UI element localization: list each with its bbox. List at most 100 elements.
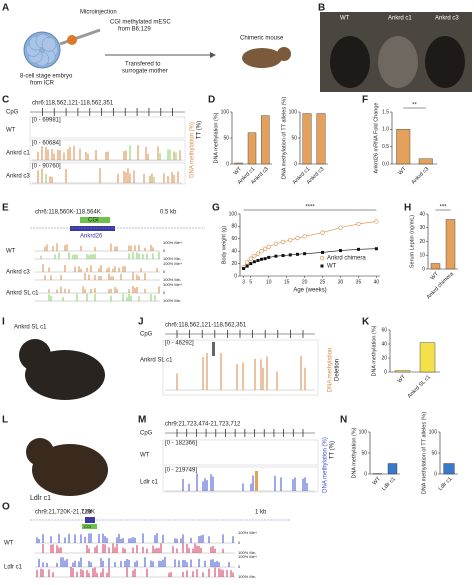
- bar: [396, 129, 411, 165]
- label: 0: [163, 269, 166, 274]
- y-axis-label: DNA methylation of TT alleles (%): [421, 412, 427, 494]
- y-axis-label: DNA methylation (%): [351, 427, 357, 478]
- label: 100% Me+: [163, 282, 183, 287]
- label: chr6:118,560K-118,564K: [35, 210, 101, 216]
- point: [256, 259, 260, 262]
- mouse: [378, 36, 418, 88]
- label: WT: [4, 541, 14, 547]
- bar: [302, 113, 312, 165]
- y-axis-label: Body weight (g): [221, 226, 227, 264]
- point: [374, 219, 379, 224]
- deletion: [212, 342, 215, 356]
- y-tick-label: 20: [231, 261, 237, 267]
- label: Microinjection: [80, 10, 117, 16]
- point: [274, 254, 278, 258]
- y-axis-label: Ankrd26 mRNA Fold Change: [373, 103, 379, 174]
- point: [295, 252, 299, 256]
- point: [338, 225, 343, 230]
- point: [263, 246, 268, 251]
- label: Ldlr: [82, 510, 92, 516]
- panel-letter: A: [2, 3, 9, 14]
- label: 0: [163, 290, 166, 295]
- gene-box: [70, 226, 115, 231]
- label: 0: [238, 540, 241, 545]
- label: [0 - 90760]: [32, 164, 61, 170]
- gene-box: [85, 517, 95, 523]
- mouse-head: [26, 438, 54, 466]
- label: chr9:21,720K-21,729K: [35, 510, 95, 516]
- panel-letter: F: [362, 95, 368, 106]
- x-tick-label: Ankrd SL c1: [407, 374, 432, 399]
- label: 100% Me+: [163, 261, 183, 266]
- y-tick-label: 60: [231, 236, 237, 242]
- bar: [247, 132, 257, 165]
- significance: ****: [305, 205, 315, 211]
- label: 0.5 kb: [160, 210, 177, 216]
- label: chr6:118,562,121-118,562,351: [32, 101, 114, 107]
- point: [248, 256, 253, 261]
- label: chr6:118,562,121-118,562,351: [165, 323, 247, 329]
- panel-letter: H: [404, 203, 411, 214]
- y-tick-label: 40: [419, 211, 425, 217]
- bar: [419, 342, 436, 373]
- cgi-box: [80, 217, 110, 223]
- y-axis-label: DNA methylation of TT alleles (%): [281, 97, 287, 179]
- y-tick-label: 1.5: [382, 109, 389, 115]
- mouse: [425, 36, 465, 88]
- label: CGI: [84, 524, 91, 529]
- y-tick-label: 80: [231, 224, 237, 230]
- label: 100% Me+: [163, 240, 183, 245]
- legend-marker: [320, 264, 324, 268]
- panel-letter: J: [138, 317, 144, 328]
- track-box: [162, 439, 319, 466]
- track-box: [162, 339, 319, 396]
- y-tick-label: 0: [294, 161, 297, 167]
- point: [252, 260, 256, 264]
- y-tick-label: 1.0: [382, 127, 389, 133]
- panel-letter: O: [2, 502, 10, 513]
- y-tick-label: 40: [381, 341, 387, 347]
- label: Ankrd26: [80, 234, 103, 240]
- label: 100% Me-: [163, 298, 182, 303]
- y-axis-label: DNA methylation (%): [371, 325, 377, 376]
- point: [280, 239, 286, 244]
- significance: **: [412, 103, 417, 109]
- y-tick-label: 0.5: [382, 144, 389, 150]
- label: CpG: [140, 431, 153, 437]
- label: from B6;129: [118, 27, 151, 33]
- panel-letter: B: [318, 3, 325, 14]
- x-tick-label: 15: [284, 279, 290, 285]
- y-tick-label: 20: [419, 239, 425, 245]
- x-tick-label: 10: [266, 279, 272, 285]
- label: 1 kb: [255, 510, 267, 516]
- bar: [316, 113, 326, 165]
- point: [245, 260, 250, 265]
- label: WT: [6, 128, 16, 134]
- y-tick-label: 20: [381, 355, 387, 361]
- y-tick-label: 30: [419, 225, 425, 231]
- panel-letter: C: [2, 95, 9, 106]
- point: [259, 249, 264, 254]
- point: [339, 249, 343, 253]
- label: 100% Me-: [238, 574, 257, 579]
- x-tick-label: 3: [242, 279, 245, 285]
- y-tick-label: 50: [223, 135, 229, 141]
- bar: [387, 463, 398, 475]
- panel-letter: E: [2, 203, 9, 214]
- point: [245, 264, 249, 268]
- label: Ldlr c1: [30, 495, 51, 502]
- cell: [41, 37, 57, 52]
- label: Ankrd c3: [6, 270, 30, 276]
- x-tick-label: WT: [372, 476, 383, 487]
- legend-label: WT: [327, 264, 337, 270]
- point: [321, 250, 325, 254]
- label: Ankrd c3: [6, 174, 30, 180]
- y-tick-label: 100: [221, 109, 230, 115]
- y-tick-label: 0: [422, 266, 425, 272]
- x-tick-label: WT: [397, 166, 408, 177]
- point: [263, 257, 267, 261]
- x-tick-label: 20: [302, 279, 308, 285]
- x-tick-label: 30: [338, 279, 344, 285]
- y-tick-label: 40: [231, 249, 237, 255]
- label: surrogate mother: [122, 69, 168, 75]
